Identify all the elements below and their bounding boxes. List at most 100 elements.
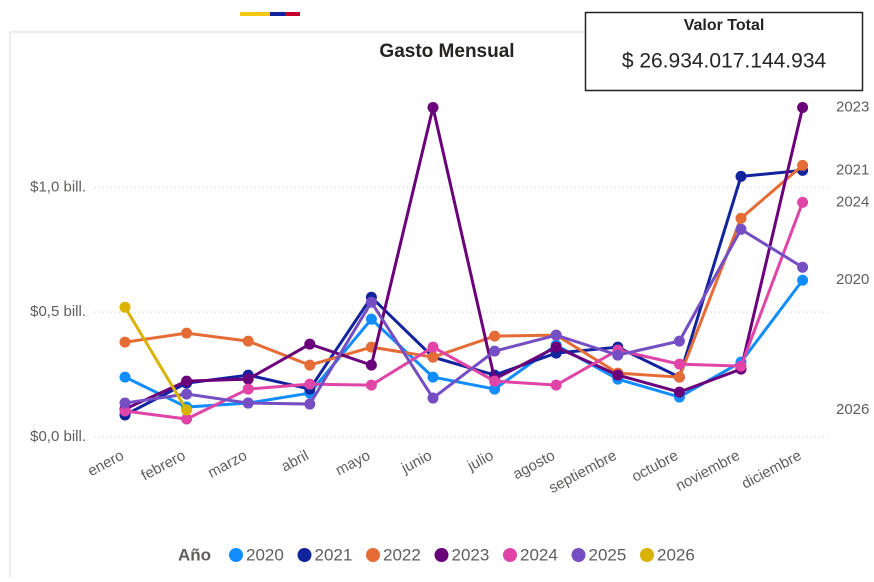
series-line <box>124 227 804 406</box>
point <box>550 379 562 391</box>
series-line <box>124 201 805 421</box>
series-line <box>124 168 803 417</box>
point <box>304 378 316 390</box>
point <box>673 386 685 398</box>
x-tick-label: mayo <box>333 447 373 479</box>
series-line <box>124 164 804 379</box>
point <box>427 351 439 363</box>
point <box>797 274 809 286</box>
x-tick-label: agosto <box>510 447 558 483</box>
legend-marker <box>297 548 312 562</box>
y-tick-label: $1,0 bill. <box>30 178 86 195</box>
point <box>365 379 377 391</box>
point <box>304 398 316 410</box>
x-tick-label: diciembre <box>739 447 804 493</box>
point <box>365 313 377 325</box>
point <box>181 404 193 416</box>
kpi-card <box>584 11 864 92</box>
point <box>119 336 131 348</box>
x-tick-label: noviembre <box>673 447 743 495</box>
point <box>550 329 562 341</box>
end-label: 2026 <box>836 401 869 418</box>
x-tick-label: enero <box>85 447 127 480</box>
legend-marker <box>366 548 380 562</box>
point <box>489 383 501 395</box>
point <box>365 296 377 308</box>
point <box>242 397 254 409</box>
x-tick-label: julio <box>464 447 496 475</box>
legend-label: 2023 <box>452 545 490 564</box>
point <box>735 170 747 182</box>
chart-title: Gasto Mensual <box>379 41 514 62</box>
point <box>119 397 131 409</box>
point <box>119 301 131 313</box>
legend-label: 2024 <box>520 545 558 564</box>
point <box>489 375 501 387</box>
series-line <box>123 306 188 411</box>
point <box>735 360 747 372</box>
deco <box>270 12 285 16</box>
end-label: 2021 <box>836 161 869 178</box>
card-value: $ 26.934.017.144.934 <box>622 50 827 73</box>
legend-title: Año <box>178 545 211 564</box>
point <box>242 373 254 385</box>
legend-marker <box>434 548 449 562</box>
point <box>181 375 193 387</box>
point <box>181 327 193 339</box>
card-title: Valor Total <box>684 17 765 34</box>
point <box>673 358 685 370</box>
legend-label: 2020 <box>246 545 284 564</box>
series-line <box>124 107 805 411</box>
point <box>427 392 439 404</box>
point <box>612 349 624 361</box>
point <box>119 405 131 417</box>
point <box>242 335 254 347</box>
frame <box>9 31 585 577</box>
point <box>735 223 747 235</box>
point <box>489 330 501 342</box>
point <box>304 359 316 371</box>
point <box>612 369 624 381</box>
legend-label: 2021 <box>315 545 353 564</box>
point <box>242 383 254 395</box>
x-tick-label: septiembre <box>546 447 619 497</box>
point <box>489 345 501 357</box>
end-label: 2020 <box>836 271 869 288</box>
x-tick-label: junio <box>398 447 435 477</box>
point <box>365 359 377 371</box>
point <box>797 159 809 171</box>
point <box>427 371 439 383</box>
end-label: 2024 <box>836 193 869 210</box>
x-tick-label: marzo <box>205 447 250 482</box>
point <box>673 335 685 347</box>
x-tick-label: abril <box>279 447 312 475</box>
point <box>427 101 439 113</box>
point <box>797 196 809 208</box>
point <box>797 101 809 113</box>
point <box>797 261 809 273</box>
x-tick-label: febrero <box>138 447 188 484</box>
point <box>735 212 747 224</box>
legend-marker <box>229 548 243 562</box>
y-tick-label: $0,5 bill. <box>30 303 86 320</box>
legend-marker <box>503 548 517 562</box>
point <box>427 341 439 353</box>
legend-label: 2025 <box>589 545 627 564</box>
legend-label: 2022 <box>383 545 421 564</box>
legend-marker <box>640 548 654 562</box>
point <box>673 371 685 383</box>
deco <box>285 12 300 16</box>
end-label: 2023 <box>836 98 869 115</box>
deco <box>240 12 270 16</box>
legend-marker <box>571 548 586 562</box>
y-tick-label: $0,0 bill. <box>30 428 86 445</box>
point <box>550 341 562 353</box>
point <box>181 413 193 425</box>
point <box>304 338 316 350</box>
point <box>119 371 131 383</box>
point <box>181 388 193 400</box>
series-line <box>124 279 804 409</box>
legend-label: 2026 <box>657 545 695 564</box>
